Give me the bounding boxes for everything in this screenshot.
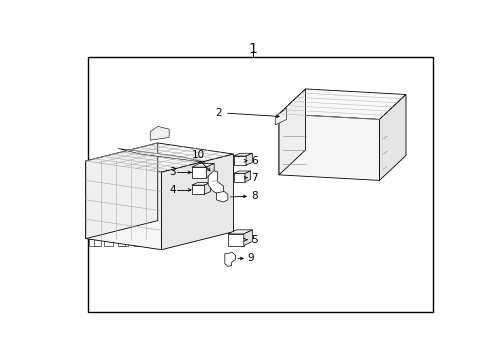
Polygon shape <box>85 143 158 239</box>
Bar <box>119 239 128 246</box>
Bar <box>94 239 101 246</box>
Polygon shape <box>279 89 305 175</box>
Bar <box>327 125 343 136</box>
Bar <box>149 239 159 246</box>
Bar <box>103 239 113 246</box>
Bar <box>327 141 343 153</box>
Polygon shape <box>191 163 214 167</box>
Bar <box>88 239 98 246</box>
Bar <box>354 125 369 136</box>
Bar <box>118 239 125 246</box>
Polygon shape <box>227 234 244 246</box>
Polygon shape <box>244 171 250 182</box>
Bar <box>142 239 149 246</box>
Polygon shape <box>118 149 205 162</box>
Polygon shape <box>279 114 379 180</box>
Polygon shape <box>85 161 161 250</box>
Polygon shape <box>204 183 210 194</box>
Polygon shape <box>85 143 233 172</box>
Polygon shape <box>216 192 227 202</box>
Polygon shape <box>244 230 252 246</box>
Bar <box>316 125 367 161</box>
Text: 3: 3 <box>169 167 176 177</box>
Text: 8: 8 <box>250 191 257 201</box>
Text: 7: 7 <box>250 173 257 183</box>
Polygon shape <box>279 89 405 120</box>
Text: 6: 6 <box>250 156 257 166</box>
Polygon shape <box>379 94 405 180</box>
Polygon shape <box>191 167 206 177</box>
Polygon shape <box>233 153 252 156</box>
Polygon shape <box>245 153 252 165</box>
Polygon shape <box>233 156 245 165</box>
Text: 2: 2 <box>215 108 221 118</box>
Text: 4: 4 <box>169 185 176 195</box>
Polygon shape <box>150 126 169 140</box>
Polygon shape <box>206 163 214 177</box>
Polygon shape <box>161 154 233 250</box>
Text: 5: 5 <box>250 235 257 245</box>
Bar <box>354 141 369 153</box>
Polygon shape <box>191 183 210 185</box>
Polygon shape <box>233 171 250 174</box>
Polygon shape <box>191 185 204 194</box>
Polygon shape <box>224 252 235 266</box>
Polygon shape <box>233 174 244 182</box>
Polygon shape <box>275 108 286 125</box>
Text: 1: 1 <box>247 42 256 56</box>
Polygon shape <box>208 171 223 194</box>
Text: 10: 10 <box>191 150 204 161</box>
Bar <box>134 239 143 246</box>
Text: 9: 9 <box>247 253 253 263</box>
Polygon shape <box>227 230 252 234</box>
